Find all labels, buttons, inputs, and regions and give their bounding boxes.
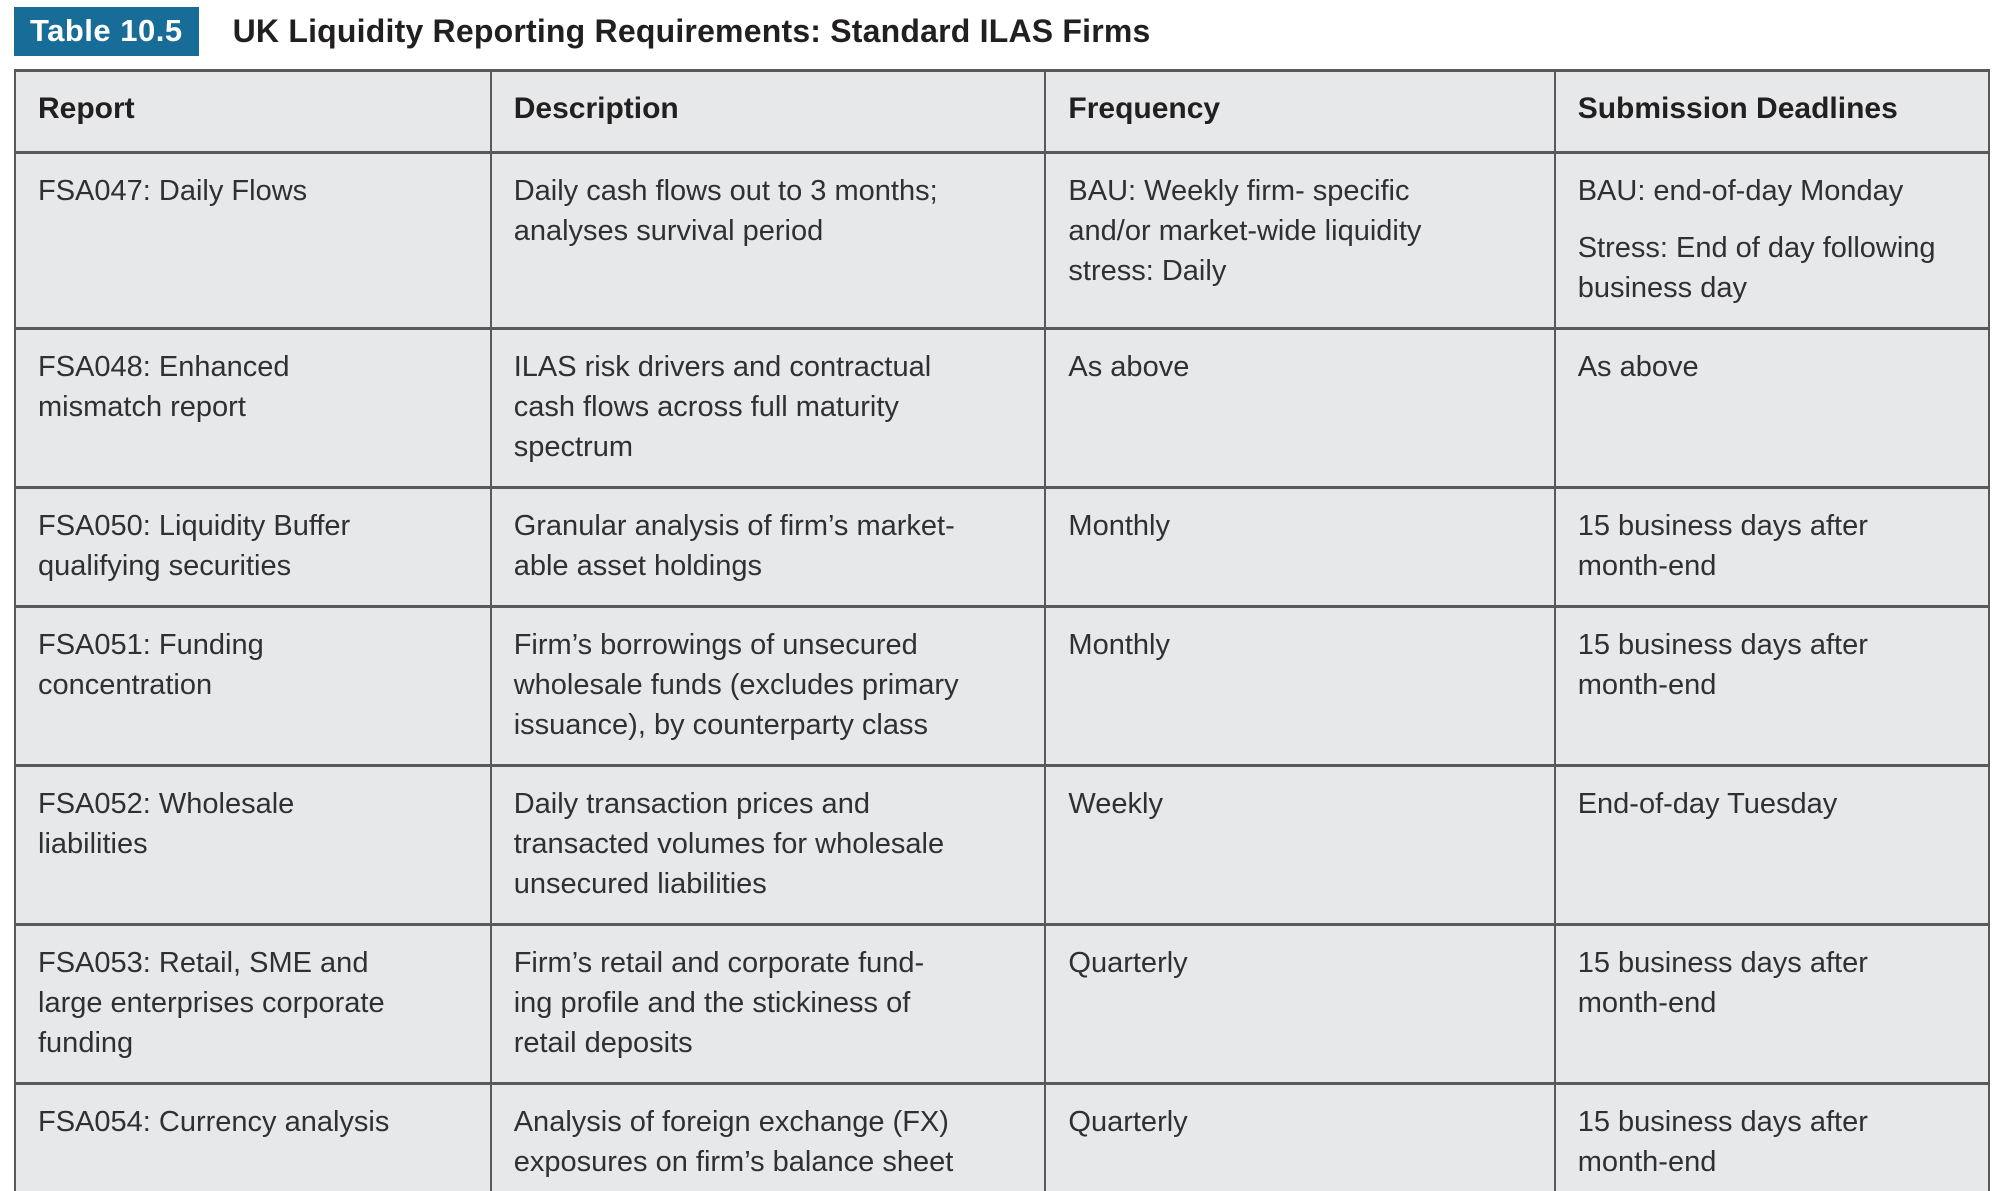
- table-row: FSA053: Retail, SME and large enterprise…: [14, 923, 1991, 1086]
- cell-paragraph: 15 business days after month-end: [1577, 629, 1868, 702]
- cell-description: ILAS risk drivers and contractual cash f…: [489, 327, 1047, 490]
- cell-description: Firm’s borrowings of unsecured wholesale…: [489, 605, 1047, 768]
- cell-deadline: End-of-day Tuesday: [1553, 764, 1991, 927]
- column-header-submission-deadlines: Submission Deadlines: [1553, 69, 1991, 154]
- cell-report: FSA053: Retail, SME and large enterprise…: [14, 923, 492, 1086]
- table-row: FSA047: Daily Flows Daily cash flows out …: [14, 150, 1991, 331]
- cell-paragraph: Quarterly: [1068, 947, 1188, 980]
- cell-paragraph: Stress: End of day following business da…: [1577, 232, 1936, 305]
- cell-paragraph: FSA053: Retail, SME and large enterprise…: [38, 947, 385, 1060]
- cell-frequency: Quarterly: [1044, 923, 1556, 1086]
- cell-description: Firm’s retail and corporate fund- ing pr…: [489, 923, 1047, 1086]
- table-row: FSA050: Liquidity Buffer qualifying secu…: [14, 486, 1991, 609]
- table-row: FSA048: Enhanced mismatch report ILAS ris…: [14, 327, 1991, 490]
- cell-paragraph: 15 business days after month-end: [1577, 947, 1868, 1020]
- cell-paragraph: Monthly: [1068, 510, 1170, 543]
- cell-frequency: Weekly: [1044, 764, 1556, 927]
- cell-deadline: 15 business days after month-end: [1553, 486, 1991, 609]
- cell-paragraph: As above: [1068, 351, 1190, 384]
- cell-deadline: 15 business days after month-end: [1553, 1082, 1991, 1191]
- cell-frequency: Monthly: [1044, 486, 1556, 609]
- cell-paragraph: FSA048: Enhanced mismatch report: [38, 351, 290, 424]
- cell-paragraph: FSA050: Liquidity Buffer qualifying secu…: [38, 510, 351, 583]
- table-title: UK Liquidity Reporting Requirements: Sta…: [232, 13, 1151, 49]
- cell-paragraph: Analysis of foreign exchange (FX) exposu…: [513, 1106, 954, 1179]
- cell-frequency: BAU: Weekly firm- specific and/or market…: [1044, 150, 1556, 331]
- liquidity-reporting-table: Report Description Frequency Submission Dea…: [14, 69, 1991, 1191]
- cell-paragraph: End-of-day Tuesday: [1577, 788, 1838, 821]
- cell-paragraph: Granular analysis of firm’s market- able…: [513, 510, 955, 583]
- cell-paragraph: Weekly: [1068, 788, 1163, 821]
- column-header-frequency: Frequency: [1044, 69, 1556, 154]
- cell-deadline: 15 business days after month-end: [1553, 605, 1991, 768]
- cell-report: FSA048: Enhanced mismatch report: [14, 327, 492, 490]
- cell-report: FSA047: Daily Flows: [14, 150, 492, 331]
- cell-paragraph: As above: [1577, 351, 1699, 384]
- cell-paragraph: ILAS risk drivers and contractual cash f…: [513, 351, 932, 464]
- column-header-description: Description: [489, 69, 1047, 154]
- cell-report: FSA050: Liquidity Buffer qualifying secu…: [14, 486, 492, 609]
- cell-paragraph: Daily transaction prices and transacted …: [513, 788, 945, 901]
- cell-paragraph: FSA051: Funding concentration: [38, 629, 264, 702]
- cell-paragraph: Firm’s borrowings of unsecured wholesale…: [513, 629, 959, 742]
- cell-paragraph: Monthly: [1068, 629, 1170, 662]
- cell-paragraph: FSA047: Daily Flows: [38, 175, 308, 207]
- table-row: FSA052: Wholesale liabilities Daily trans…: [14, 764, 1991, 927]
- cell-deadline: BAU: end-of-day Monday Stress: End of day…: [1553, 150, 1991, 331]
- cell-frequency: As above: [1044, 327, 1556, 490]
- table-number-badge: Table 10.5: [14, 7, 199, 56]
- table-row: FSA054: Currency analysis Analysis of for…: [14, 1082, 1991, 1191]
- cell-paragraph: 15 business days after month-end: [1577, 510, 1868, 583]
- cell-paragraph: Quarterly: [1068, 1106, 1188, 1139]
- cell-deadline: As above: [1553, 327, 1991, 490]
- cell-description: Granular analysis of firm’s market- able…: [489, 486, 1047, 609]
- cell-description: Daily transaction prices and transacted …: [489, 764, 1047, 927]
- cell-frequency: Quarterly: [1044, 1082, 1556, 1191]
- cell-description: Daily cash flows out to 3 months; analys…: [489, 150, 1047, 331]
- cell-paragraph: Firm’s retail and corporate fund- ing pr…: [513, 947, 925, 1060]
- cell-deadline: 15 business days after month-end: [1553, 923, 1991, 1086]
- cell-paragraph: FSA054: Currency analysis: [38, 1106, 390, 1139]
- cell-paragraph: FSA052: Wholesale liabilities: [38, 788, 295, 861]
- cell-paragraph: BAU: Weekly firm- specific and/or market…: [1068, 175, 1422, 288]
- table-row: FSA051: Funding concentration Firm’s borr…: [14, 605, 1991, 768]
- column-header-report: Report: [14, 69, 492, 154]
- cell-report: FSA052: Wholesale liabilities: [14, 764, 492, 927]
- cell-report: FSA054: Currency analysis: [14, 1082, 492, 1191]
- cell-paragraph: BAU: end-of-day Monday: [1577, 175, 1904, 207]
- table-header-row: Report Description Frequency Submission Dea…: [14, 69, 1991, 154]
- cell-frequency: Monthly: [1044, 605, 1556, 768]
- cell-paragraph: 15 business days after month-end: [1577, 1106, 1868, 1179]
- table-caption: Table 10.5 UK Liquidity Reporting Requir…: [14, 7, 1988, 56]
- cell-description: Analysis of foreign exchange (FX) exposu…: [489, 1082, 1047, 1191]
- cell-paragraph: Daily cash flows out to 3 months; analys…: [513, 175, 938, 248]
- cell-report: FSA051: Funding concentration: [14, 605, 492, 768]
